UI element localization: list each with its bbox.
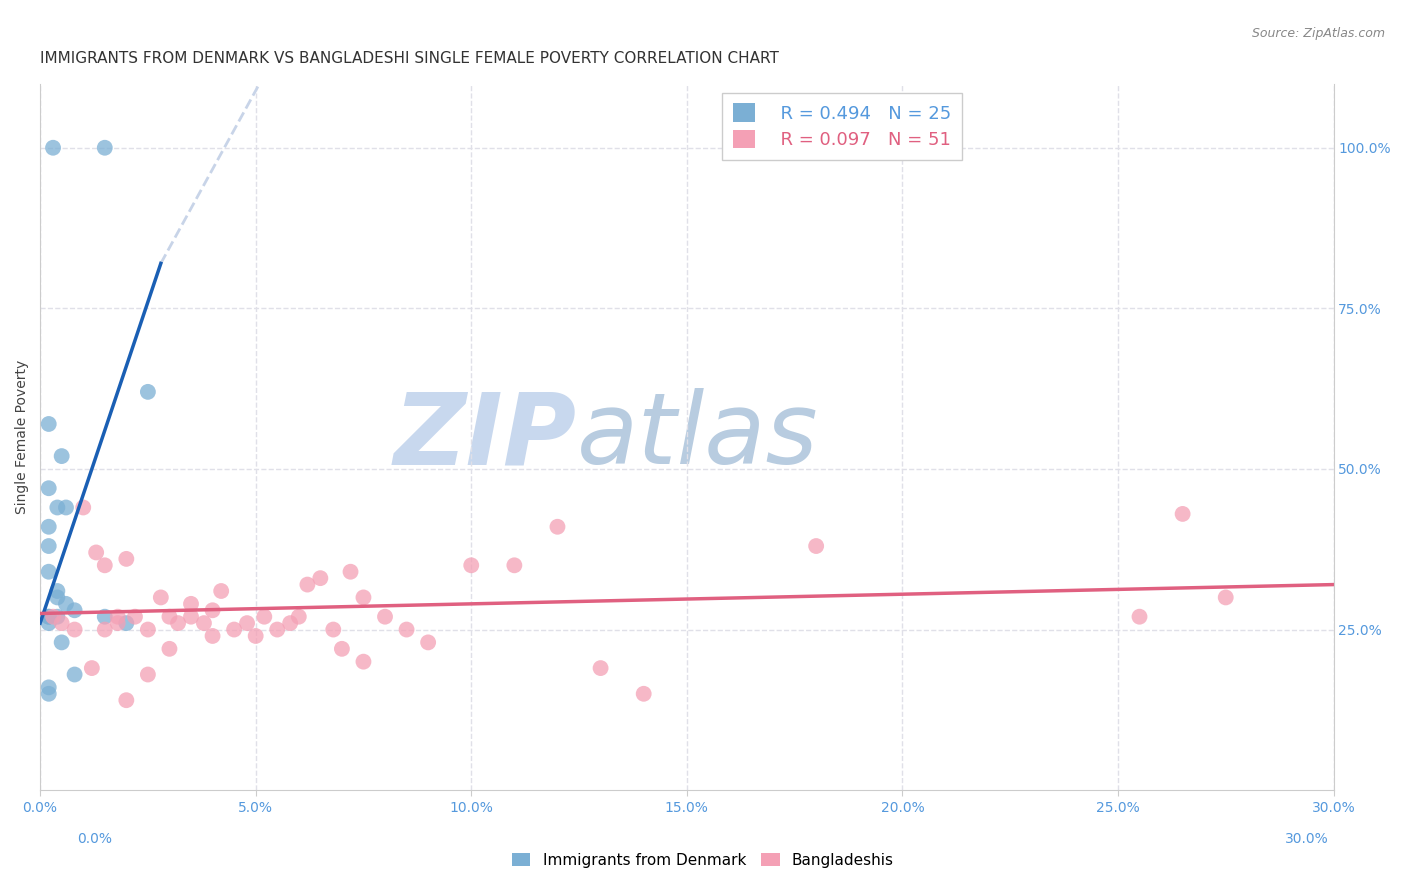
Point [253,609,276,624]
Point [63,623,86,637]
Point [51,616,73,631]
Point [309,571,332,585]
Text: atlas: atlas [576,388,818,485]
Point [94,558,117,573]
Point [38,609,60,624]
Point [339,565,361,579]
Point [94,141,117,155]
Point [395,623,418,637]
Text: Source: ZipAtlas.com: Source: ZipAtlas.com [1251,27,1385,40]
Point [84,545,107,559]
Point [136,623,159,637]
Point [115,616,138,631]
Point [38,616,60,631]
Point [589,661,612,675]
Point [159,641,181,656]
Point [80,661,103,675]
Point [633,687,655,701]
Point [297,577,319,591]
Point [322,623,344,637]
Point [63,603,86,617]
Point [503,558,526,573]
Point [38,539,60,553]
Legend:   R = 0.494   N = 25,   R = 0.097   N = 51: R = 0.494 N = 25, R = 0.097 N = 51 [723,93,962,161]
Point [72,500,94,515]
Point [94,609,117,624]
Point [180,597,202,611]
Text: ZIP: ZIP [394,388,576,485]
Point [107,609,129,624]
Point [288,609,311,624]
Point [149,591,172,605]
Point [245,629,267,643]
Point [38,417,60,431]
Point [167,616,190,631]
Point [107,616,129,631]
Point [1215,591,1237,605]
Point [46,584,69,599]
Text: 0.0%: 0.0% [77,832,112,846]
Point [224,623,246,637]
Point [136,384,159,399]
Point [209,584,232,599]
Point [201,603,224,617]
Text: 30.0%: 30.0% [1285,832,1329,846]
Point [266,623,288,637]
Point [115,693,138,707]
Point [193,616,215,631]
Point [38,687,60,701]
Point [159,609,181,624]
Point [38,565,60,579]
Point [55,500,77,515]
Point [353,591,375,605]
Point [1128,609,1150,624]
Point [38,609,60,624]
Point [38,681,60,695]
Point [63,667,86,681]
Point [42,141,65,155]
Point [94,623,117,637]
Point [546,520,568,534]
Point [38,520,60,534]
Point [115,552,138,566]
Point [418,635,440,649]
Point [330,641,353,656]
Point [201,629,224,643]
Y-axis label: Single Female Poverty: Single Female Poverty [15,359,30,514]
Point [1171,507,1194,521]
Point [374,609,396,624]
Point [180,609,202,624]
Point [42,609,65,624]
Point [46,609,69,624]
Point [804,539,827,553]
Point [46,591,69,605]
Point [124,609,146,624]
Point [236,616,259,631]
Point [38,481,60,495]
Point [46,500,69,515]
Point [51,635,73,649]
Point [136,667,159,681]
Point [353,655,375,669]
Text: IMMIGRANTS FROM DENMARK VS BANGLADESHI SINGLE FEMALE POVERTY CORRELATION CHART: IMMIGRANTS FROM DENMARK VS BANGLADESHI S… [41,51,779,66]
Point [460,558,482,573]
Point [278,616,301,631]
Legend: Immigrants from Denmark, Bangladeshis: Immigrants from Denmark, Bangladeshis [505,845,901,875]
Point [55,597,77,611]
Point [51,449,73,463]
